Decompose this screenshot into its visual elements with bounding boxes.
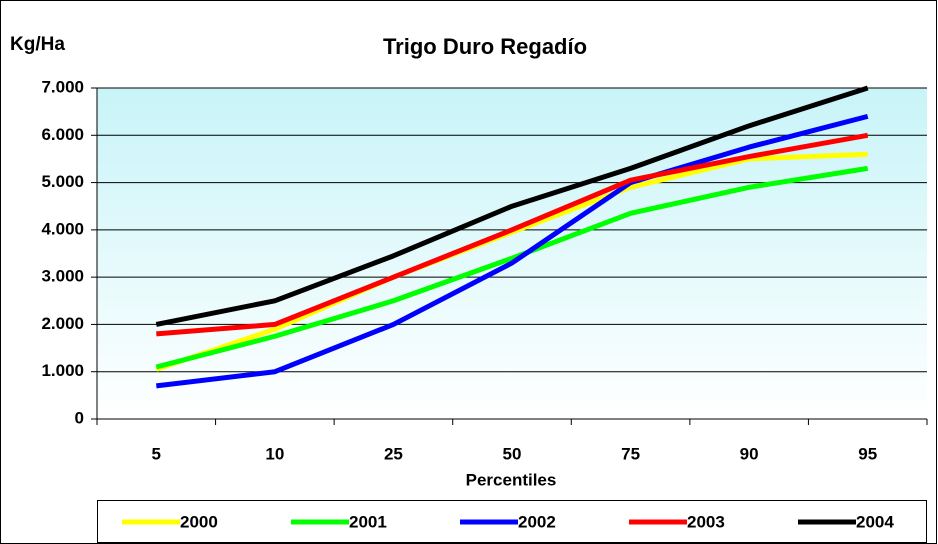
y-tick-label: 0 bbox=[75, 408, 84, 427]
x-tick-label: 50 bbox=[503, 444, 522, 463]
legend-label: 2002 bbox=[518, 512, 556, 531]
series-line bbox=[155, 165, 869, 370]
y-tick-label: 6.000 bbox=[41, 125, 84, 144]
x-tick-label: 75 bbox=[621, 444, 640, 463]
series-line bbox=[156, 132, 869, 337]
series-line bbox=[155, 113, 869, 389]
chart-title: Trigo Duro Regadío bbox=[383, 34, 587, 59]
x-tick-label: 90 bbox=[740, 444, 759, 463]
x-tick-label: 10 bbox=[265, 444, 284, 463]
y-tick-label: 1.000 bbox=[41, 361, 84, 380]
legend-label: 2001 bbox=[349, 512, 387, 531]
y-tick-label: 5.000 bbox=[41, 172, 84, 191]
y-axis-label: Kg/Ha bbox=[10, 34, 65, 55]
legend-label: 2003 bbox=[687, 512, 725, 531]
plot-area bbox=[97, 88, 927, 419]
y-tick-label: 7.000 bbox=[41, 77, 84, 96]
x-tick-label: 5 bbox=[152, 444, 161, 463]
legend-label: 2004 bbox=[856, 512, 894, 531]
series-line bbox=[155, 85, 869, 327]
y-tick-label: 4.000 bbox=[41, 219, 84, 238]
y-tick-label: 3.000 bbox=[41, 267, 84, 286]
x-tick-label: 25 bbox=[384, 444, 403, 463]
legend-label: 2000 bbox=[180, 512, 218, 531]
x-tick-label: 95 bbox=[858, 444, 877, 463]
y-tick-label: 2.000 bbox=[41, 314, 84, 333]
x-axis-label: Percentiles bbox=[466, 470, 557, 489]
